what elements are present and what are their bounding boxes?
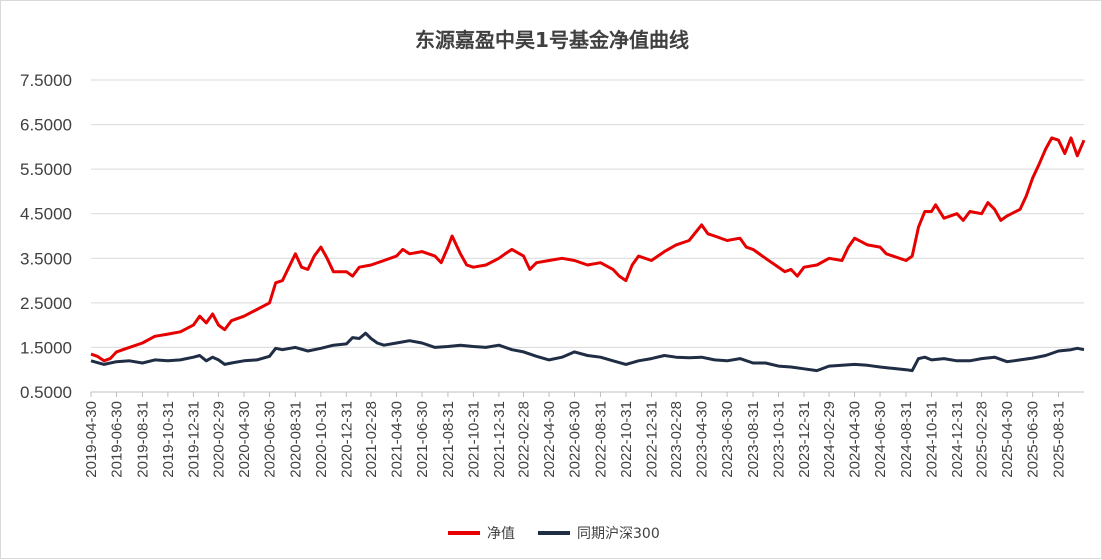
series-line-csi300 [90, 331, 1085, 373]
x-tick-label: 2019-04-30 [83, 401, 100, 478]
x-tick-label: 2021-06-30 [414, 401, 431, 478]
x-tick-label: 2023-10-31 [770, 401, 787, 478]
x-tick-label: 2024-04-30 [847, 401, 864, 478]
y-tick-label: 2.5000 [20, 294, 72, 313]
y-tick-label: 3.5000 [20, 249, 72, 268]
x-tick-label: 2024-10-31 [923, 401, 940, 478]
series-lines [90, 136, 1086, 373]
y-tick-label: 5.5000 [20, 160, 72, 179]
series-line-nav [90, 136, 1086, 363]
x-tick-label: 2019-10-31 [160, 401, 177, 478]
x-tick-label: 2023-12-31 [796, 401, 813, 478]
x-tick-label: 2023-04-30 [694, 401, 711, 478]
x-tick-label: 2025-08-31 [1051, 401, 1068, 478]
x-tick-label: 2022-02-28 [516, 401, 533, 478]
y-tick-label: 0.5000 [20, 383, 72, 402]
x-axis-ticks: 2019-04-30 2019-06-30 2019-08-31 2019-10-31… [83, 392, 1068, 478]
y-axis-ticks: 0.5000 1.5000 2.5000 3.5000 4.5000 5.5000 6.50… [20, 71, 72, 402]
x-tick-label: 2021-04-30 [389, 401, 406, 478]
chart-title: 东源嘉盈中昊1号基金净值曲线 [415, 28, 689, 52]
y-tick-label: 7.5000 [20, 71, 72, 90]
x-tick-label: 2021-12-31 [491, 401, 508, 478]
x-tick-label: 2019-12-31 [185, 401, 202, 478]
x-tick-label: 2020-06-30 [261, 401, 278, 478]
x-tick-label: 2024-02-29 [821, 401, 838, 478]
x-tick-label: 2022-06-30 [567, 401, 584, 478]
legend-label-nav: 净值 [487, 526, 515, 542]
x-tick-label: 2022-04-30 [541, 401, 558, 478]
x-tick-label: 2019-06-30 [108, 401, 125, 478]
legend-label-csi300: 同期沪深300 [577, 526, 660, 542]
y-tick-label: 4.5000 [20, 205, 72, 224]
x-tick-label: 2020-10-31 [313, 401, 330, 478]
x-tick-label: 2021-02-28 [363, 401, 380, 478]
x-tick-label: 2022-12-31 [643, 401, 660, 478]
x-tick-label: 2021-10-31 [465, 401, 482, 478]
x-tick-label: 2025-02-28 [974, 401, 991, 478]
x-tick-label: 2021-08-31 [440, 401, 457, 478]
x-tick-label: 2024-12-31 [949, 401, 966, 478]
x-tick-label: 2023-02-28 [668, 401, 685, 478]
x-tick-label: 2020-12-31 [338, 401, 355, 478]
y-tick-label: 1.5000 [20, 338, 72, 357]
y-tick-label: 6.5000 [20, 116, 72, 135]
x-tick-label: 2022-10-31 [618, 401, 635, 478]
x-tick-label: 2023-08-31 [745, 401, 762, 478]
x-tick-label: 2024-08-31 [898, 401, 915, 478]
x-tick-label: 2022-08-31 [592, 401, 609, 478]
x-tick-label: 2019-08-31 [134, 401, 151, 478]
x-tick-label: 2020-08-31 [287, 401, 304, 478]
gridlines [91, 79, 1084, 393]
x-tick-label: 2024-06-30 [872, 401, 889, 478]
x-tick-label: 2025-04-30 [999, 401, 1016, 478]
x-tick-label: 2020-02-29 [210, 401, 227, 478]
legend: 净值 同期沪深300 [448, 526, 660, 542]
x-tick-label: 2020-04-30 [236, 401, 253, 478]
x-tick-label: 2023-06-30 [719, 401, 736, 478]
x-tick-label: 2025-06-30 [1025, 401, 1042, 478]
